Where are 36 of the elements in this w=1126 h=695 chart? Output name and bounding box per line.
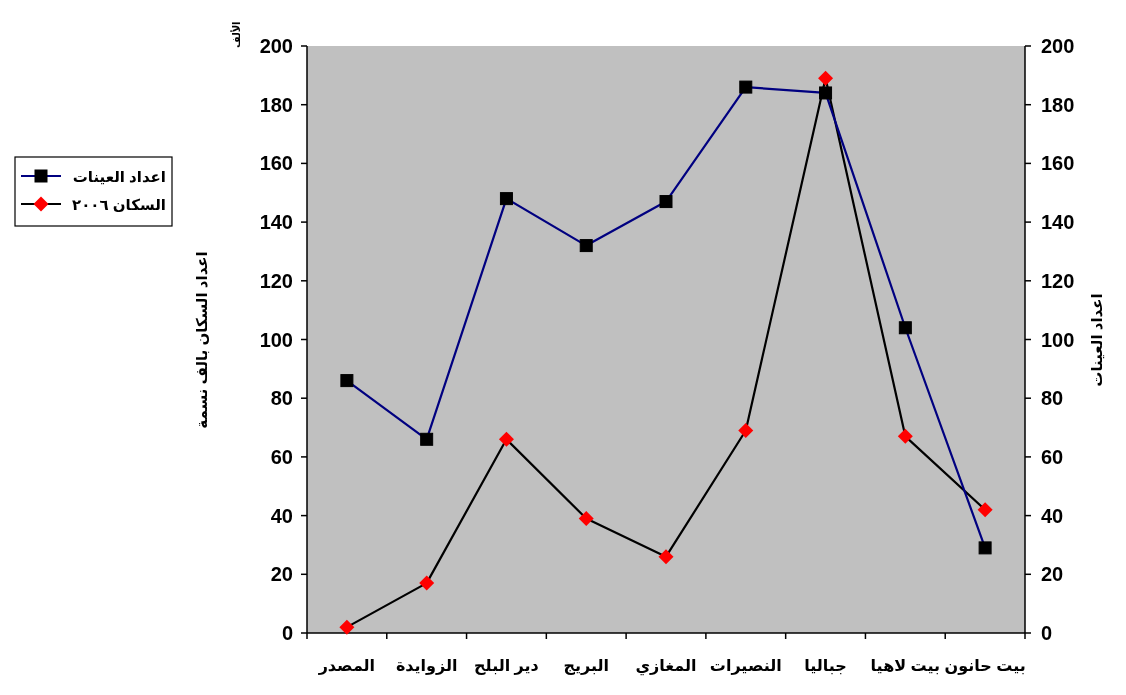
x-tick-label: البريج: [563, 657, 609, 675]
x-tick-label: النصيرات: [709, 657, 782, 675]
x-tick-label: دير البلح: [474, 657, 539, 675]
y2-tick-label: 160: [1041, 152, 1075, 175]
x-tick-label: الزوايدة: [395, 657, 458, 675]
y-tick-label: 20: [270, 563, 293, 586]
y2-tick-label: 60: [1041, 445, 1064, 468]
y-tick-label: 40: [270, 504, 293, 527]
y2-tick-label: 180: [1041, 93, 1075, 116]
y2-tick-label: 140: [1041, 211, 1075, 234]
y2-tick-label: 0: [1041, 622, 1053, 644]
y-tick-label: 180: [259, 93, 293, 116]
y-tick-label: 80: [270, 387, 293, 410]
y2-tick-label: 120: [1041, 269, 1075, 292]
y2-tick-label: 20: [1041, 563, 1064, 586]
y-tick-label: 100: [259, 328, 293, 351]
legend-label: اعداد العينات: [72, 168, 166, 185]
y2-axis-title: اعداد العينات: [1088, 293, 1105, 387]
x-tick-label: المصدر: [317, 657, 376, 675]
y-tick-label: 60: [270, 445, 293, 468]
legend-label: السكان ٢٠٠٦: [72, 196, 166, 213]
y-tick-label: 140: [259, 211, 293, 234]
text: الألف: [230, 21, 242, 48]
x-tick-label: جباليا: [804, 657, 847, 675]
y2-tick-label: 100: [1041, 328, 1075, 351]
y-tick-label: 200: [259, 35, 293, 57]
y-tick-label: 0: [281, 622, 293, 644]
x-tick-label: بيت لاهيا: [870, 657, 941, 675]
y-tick-label: 160: [259, 152, 293, 175]
y-axis-title: اعداد السكان بالف نسمة: [193, 251, 210, 429]
y2-tick-label: 200: [1041, 35, 1075, 57]
x-tick-label: المغازي: [635, 657, 697, 676]
y2-tick-label: 80: [1041, 387, 1064, 410]
y2-tick-label: 40: [1041, 504, 1064, 527]
y-tick-label: 120: [259, 269, 293, 292]
x-tick-label: بيت حانون: [944, 657, 1026, 675]
